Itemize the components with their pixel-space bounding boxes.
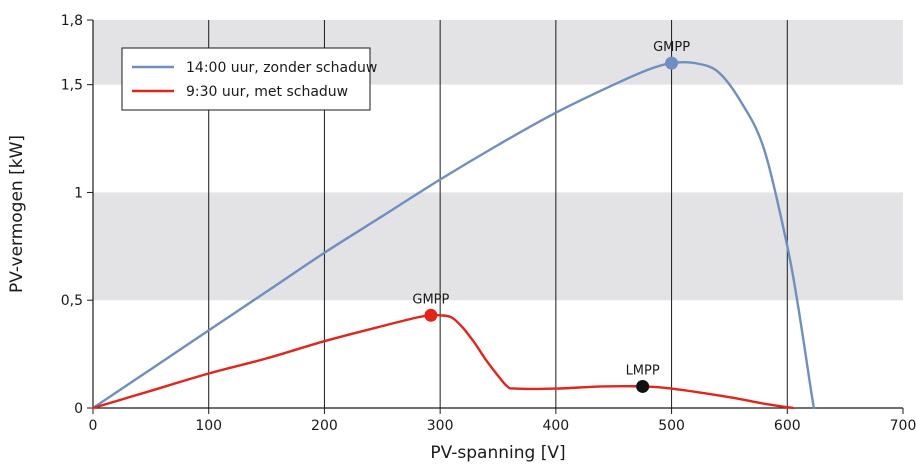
x-axis-title: PV-spanning [V] [430, 443, 565, 463]
annotation-label: LMPP [626, 363, 660, 378]
x-tick-label: 500 [658, 418, 685, 434]
series-line-2 [91, 313, 795, 410]
point-marker [665, 56, 679, 70]
gray-band [93, 192, 903, 301]
legend: 14:00 uur, zonder schaduw 9:30 uur, met s… [121, 47, 377, 111]
annotation-label: GMPP [653, 40, 690, 55]
y-tick-label: 1,8 [61, 13, 83, 29]
x-tick-label: 400 [542, 418, 569, 434]
point-markers: GMPP GMPP LMPP [412, 40, 690, 393]
y-tick-label: 0,5 [61, 293, 83, 309]
series-lines [91, 60, 816, 410]
x-axis-ticks: 0 100 200 300 400 500 600 700 [89, 408, 916, 434]
y-axis-title: PV-vermogen [kW] [7, 135, 27, 293]
y-axis-ticks: 0 0,5 1 1,5 1,8 [61, 13, 93, 417]
point-marker [636, 379, 650, 393]
x-tick-label: 300 [427, 418, 454, 434]
point-marker [424, 308, 438, 322]
y-tick-label: 0 [74, 401, 83, 417]
y-tick-label: 1,5 [61, 78, 83, 94]
background-bands [93, 20, 903, 301]
legend-label: 9:30 uur, met schaduw [186, 84, 348, 100]
legend-label: 14:00 uur, zonder schaduw [186, 60, 377, 76]
legend-box [121, 47, 371, 111]
x-tick-label: 0 [89, 418, 98, 434]
series-line-1 [91, 60, 816, 410]
x-tick-label: 200 [311, 418, 338, 434]
x-tick-label: 600 [774, 418, 801, 434]
annotation-label: GMPP [412, 292, 449, 307]
y-tick-label: 1 [74, 185, 83, 201]
x-tick-label: 100 [195, 418, 222, 434]
x-tick-label: 700 [890, 418, 916, 434]
